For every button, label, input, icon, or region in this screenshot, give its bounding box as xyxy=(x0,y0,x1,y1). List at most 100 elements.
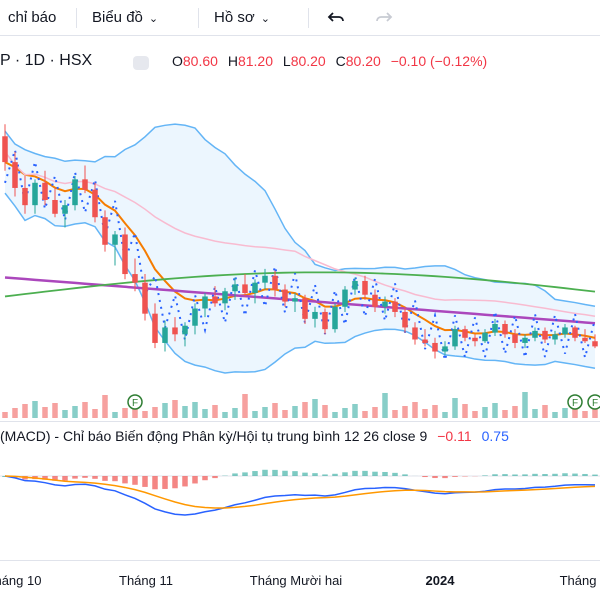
volume-bar xyxy=(582,411,588,418)
macd-histogram-bar xyxy=(552,473,558,476)
signal-line xyxy=(4,475,596,509)
macd-histogram-bar xyxy=(262,469,268,476)
candle-body xyxy=(12,162,18,188)
macd-title: (MACD) - Chỉ báo Biến động Phân kỳ/Hội t… xyxy=(0,428,428,444)
macd-histogram-bar xyxy=(522,474,528,476)
volume-bar xyxy=(552,412,558,418)
ohlc-values: O80.60 H81.20 L80.20 C80.20 −0.10 (−0.12… xyxy=(172,53,488,69)
volume-bar xyxy=(252,411,258,418)
candle-body xyxy=(432,342,438,352)
candle-body xyxy=(172,327,178,335)
toolbar-divider xyxy=(198,8,199,28)
macd-histogram-bar xyxy=(402,474,408,476)
bollinger-upper-line xyxy=(4,123,596,308)
candle-body xyxy=(532,330,538,338)
volume-bar xyxy=(542,405,548,418)
volume-bar xyxy=(92,409,98,418)
profile-dropdown[interactable]: Hồ sơ ⌄ xyxy=(214,0,270,36)
volume-bar xyxy=(232,408,238,418)
volume-bar xyxy=(122,408,128,418)
event-marker xyxy=(567,394,583,410)
volume-bar xyxy=(562,408,568,418)
volume-bar xyxy=(282,410,288,418)
volume-bar xyxy=(482,407,488,418)
macd-histogram-bar xyxy=(372,471,378,476)
candle-body xyxy=(482,332,488,342)
time-axis[interactable]: Tháng 10 Tháng 11 Tháng Mười hai 2024 Th… xyxy=(0,560,600,600)
volume-bar xyxy=(532,409,538,418)
volume-bar xyxy=(442,412,448,418)
candle-body xyxy=(372,294,378,307)
macd-histogram-bar xyxy=(122,476,128,484)
macd-histogram-bar xyxy=(582,473,588,476)
open-value: 80.60 xyxy=(182,53,218,69)
macd-histogram-bar xyxy=(182,476,188,487)
volume-bar xyxy=(162,403,168,418)
low-value: 80.20 xyxy=(290,53,326,69)
macd-histogram-bar xyxy=(292,471,298,476)
event-marker-label: F xyxy=(132,398,138,409)
candle-body xyxy=(232,284,238,292)
volume-bar xyxy=(322,405,328,418)
signal-value: 0.75 xyxy=(481,428,509,444)
event-marker xyxy=(127,394,143,410)
macd-histogram-bar xyxy=(232,473,238,476)
collapse-legend-button[interactable] xyxy=(133,56,149,70)
event-marker-label: F xyxy=(592,398,598,409)
macd-histogram-bar xyxy=(192,476,198,484)
volume-bars xyxy=(2,392,598,418)
x-tick-label: Tháng 11 xyxy=(119,573,173,588)
candle-body xyxy=(542,330,548,340)
candle-body xyxy=(82,179,88,190)
candle-body xyxy=(512,334,518,343)
macd-histogram-bar xyxy=(92,476,98,479)
macd-histogram-bar xyxy=(62,476,68,481)
macd-value: −0.11 xyxy=(437,428,472,444)
macd-histogram-bar xyxy=(172,476,178,489)
candle-body xyxy=(382,301,388,307)
volume-bar xyxy=(382,393,388,418)
macd-histogram-bar xyxy=(362,470,368,476)
volume-bar xyxy=(572,404,578,418)
macd-histogram-bar xyxy=(572,473,578,476)
charts-dropdown[interactable]: Biểu đồ ⌄ xyxy=(92,0,158,36)
macd-legend: (MACD) - Chỉ báo Biến động Phân kỳ/Hội t… xyxy=(0,428,509,444)
macd-histogram-bar xyxy=(532,473,538,476)
candle-body xyxy=(32,182,38,206)
redo-icon[interactable] xyxy=(372,6,396,30)
candle-body xyxy=(352,280,358,290)
macd-pane xyxy=(0,469,600,516)
volume-bar xyxy=(342,408,348,418)
macd-histogram-bar xyxy=(302,472,308,476)
chevron-down-icon: ⌄ xyxy=(148,13,159,25)
candle-body xyxy=(292,298,298,302)
x-tick-label: Tháng xyxy=(559,573,597,588)
indicators-button[interactable]: chỉ báo xyxy=(8,0,56,36)
candle-body xyxy=(502,324,508,335)
candle-body xyxy=(22,187,28,206)
symbol-info[interactable]: P · 1D · HSX xyxy=(0,52,93,69)
undo-icon[interactable] xyxy=(324,6,348,30)
volume-bar xyxy=(142,411,148,418)
macd-histogram-bar xyxy=(352,470,358,476)
candle-body xyxy=(592,341,598,347)
volume-bar xyxy=(112,412,118,418)
macd-histogram-bar xyxy=(392,472,398,476)
macd-histogram-bar xyxy=(502,474,508,476)
candle-body xyxy=(222,291,228,304)
pane-divider[interactable] xyxy=(0,421,600,422)
volume-bar xyxy=(372,407,378,418)
high-value: 81.20 xyxy=(237,53,273,69)
candle-body xyxy=(552,334,558,340)
close-value: 80.20 xyxy=(345,53,381,69)
macd-histogram-bar xyxy=(272,469,278,476)
x-tick-label: 2024 xyxy=(425,573,455,588)
macd-histogram-bar xyxy=(482,475,488,476)
event-marker-label: F xyxy=(572,398,578,409)
macd-histogram-bar xyxy=(432,476,438,479)
candle-body xyxy=(392,301,398,312)
volume-bar xyxy=(202,409,208,418)
volume-bar xyxy=(182,406,188,418)
macd-histogram-bar xyxy=(332,473,338,476)
